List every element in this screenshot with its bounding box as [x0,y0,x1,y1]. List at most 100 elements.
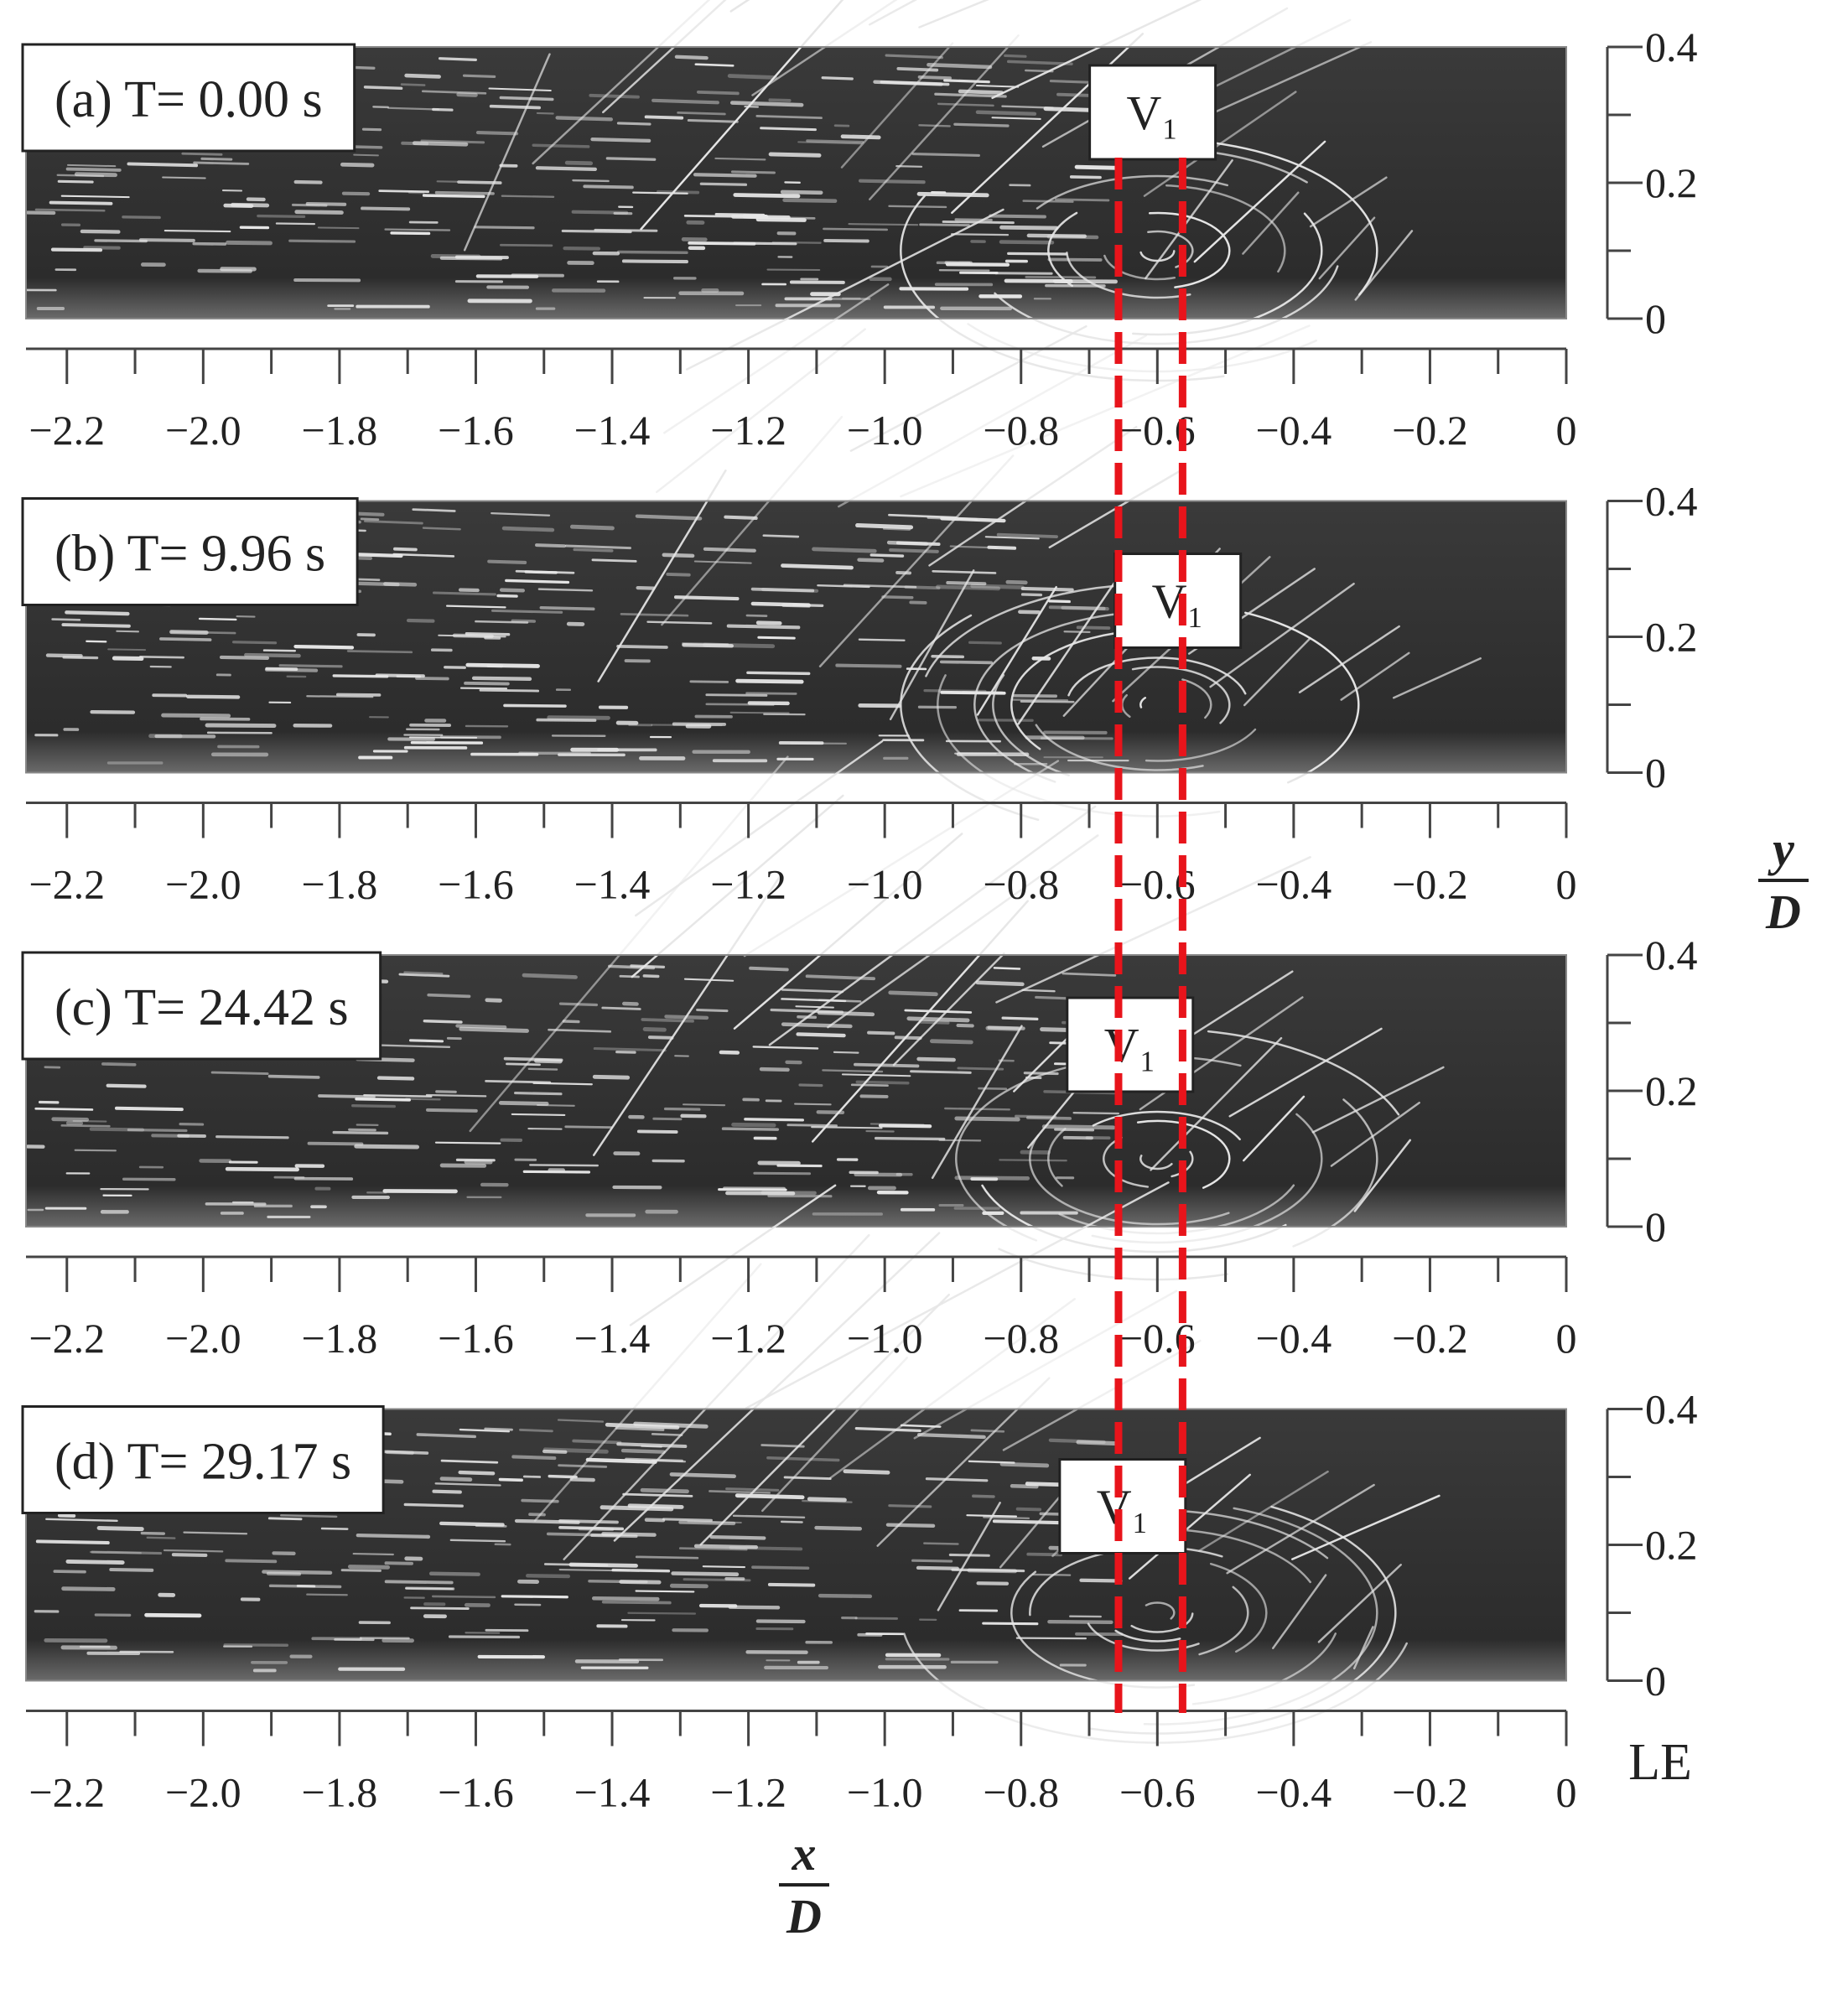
y-tick-label: 0.4 [1645,1386,1698,1433]
streak [228,242,271,243]
streak [486,1081,550,1082]
streak [795,1104,830,1105]
streak [721,1052,738,1053]
streak [696,65,733,66]
streak [871,555,902,556]
streak [738,681,802,682]
panel-title: (b) T= 9.96 s [55,526,325,583]
streak [732,172,774,173]
streak [633,193,687,194]
streak [664,555,693,556]
streak [117,631,138,632]
streak [164,1550,222,1551]
streak [678,112,725,114]
streak [869,1033,893,1034]
x-tick-label: −1.2 [710,407,786,454]
streak [405,973,442,974]
streak [888,1525,933,1526]
streak [1078,1442,1119,1444]
streak [334,1133,387,1134]
streak [782,192,821,193]
streak [745,1119,802,1120]
x-label-numerator: x [792,1826,817,1881]
x-tick-label: 0 [1556,1769,1577,1816]
x-tick-label: −1.4 [574,407,651,454]
streak [1044,1127,1113,1128]
streak [747,615,766,616]
streak [653,101,718,102]
streak [53,250,101,251]
streak [1077,167,1118,168]
streak [919,125,949,126]
streak [183,153,221,154]
streak [51,203,112,204]
x-tick-label: −2.2 [29,861,105,908]
streak [761,128,816,130]
streak [957,1178,1028,1179]
x-tick-label: −1.2 [710,861,786,908]
x-tick-label: −1.6 [438,407,514,454]
streak [526,572,556,573]
streak [869,0,1116,24]
streak [342,1570,380,1571]
streak [823,1070,882,1072]
streak [745,761,1058,957]
streak [474,678,530,679]
streak [788,1125,837,1126]
streak [715,158,765,159]
streak [604,1602,670,1603]
x-tick-label: −1.6 [438,1315,514,1362]
x-tick-label: −1.0 [847,1769,923,1816]
streak [638,588,654,589]
streak [603,1008,640,1009]
x-tick-label: −0.2 [1392,1315,1468,1362]
y-tick-label: 0.2 [1645,159,1698,206]
x-tick-label: −0.4 [1256,1769,1332,1816]
streak [712,1537,765,1538]
streak [809,1499,844,1500]
streak [999,535,1056,537]
streak [880,1125,930,1126]
streak [703,1566,745,1567]
streak [504,528,553,530]
streak [685,215,745,216]
streak [607,158,654,159]
streak [861,1096,886,1097]
streak [356,1099,409,1100]
streak [747,693,797,694]
x-tick-label: −1.0 [847,861,923,908]
streak [38,1541,108,1543]
streak [572,1479,594,1480]
streak [764,536,798,537]
streak [618,1444,685,1446]
streak [406,1588,452,1589]
streak [683,1104,724,1105]
streak [859,560,883,561]
streak [798,1034,844,1035]
x-tick-label: −1.2 [710,1769,786,1816]
streak [267,669,296,670]
streak [366,87,402,88]
streak [153,1135,188,1136]
streak [464,75,494,76]
streak [373,106,387,107]
streak [506,1059,562,1061]
streak [889,542,927,544]
x-tick-label: −1.4 [574,1315,651,1362]
streak [560,1521,617,1523]
streak [945,80,989,82]
streak [644,976,657,977]
streak [588,1460,656,1462]
streak [258,216,304,217]
streak [386,1563,412,1564]
x-tick-label: −1.8 [302,1315,378,1362]
x-tick-label: −0.2 [1392,407,1468,454]
streak [433,256,479,257]
streak [781,1522,802,1523]
streak [433,1596,495,1597]
x-tick-label: −0.4 [1256,407,1332,454]
streak [978,112,1035,114]
streak [999,1249,1228,1279]
streak [1036,997,1066,998]
streak [433,593,495,594]
